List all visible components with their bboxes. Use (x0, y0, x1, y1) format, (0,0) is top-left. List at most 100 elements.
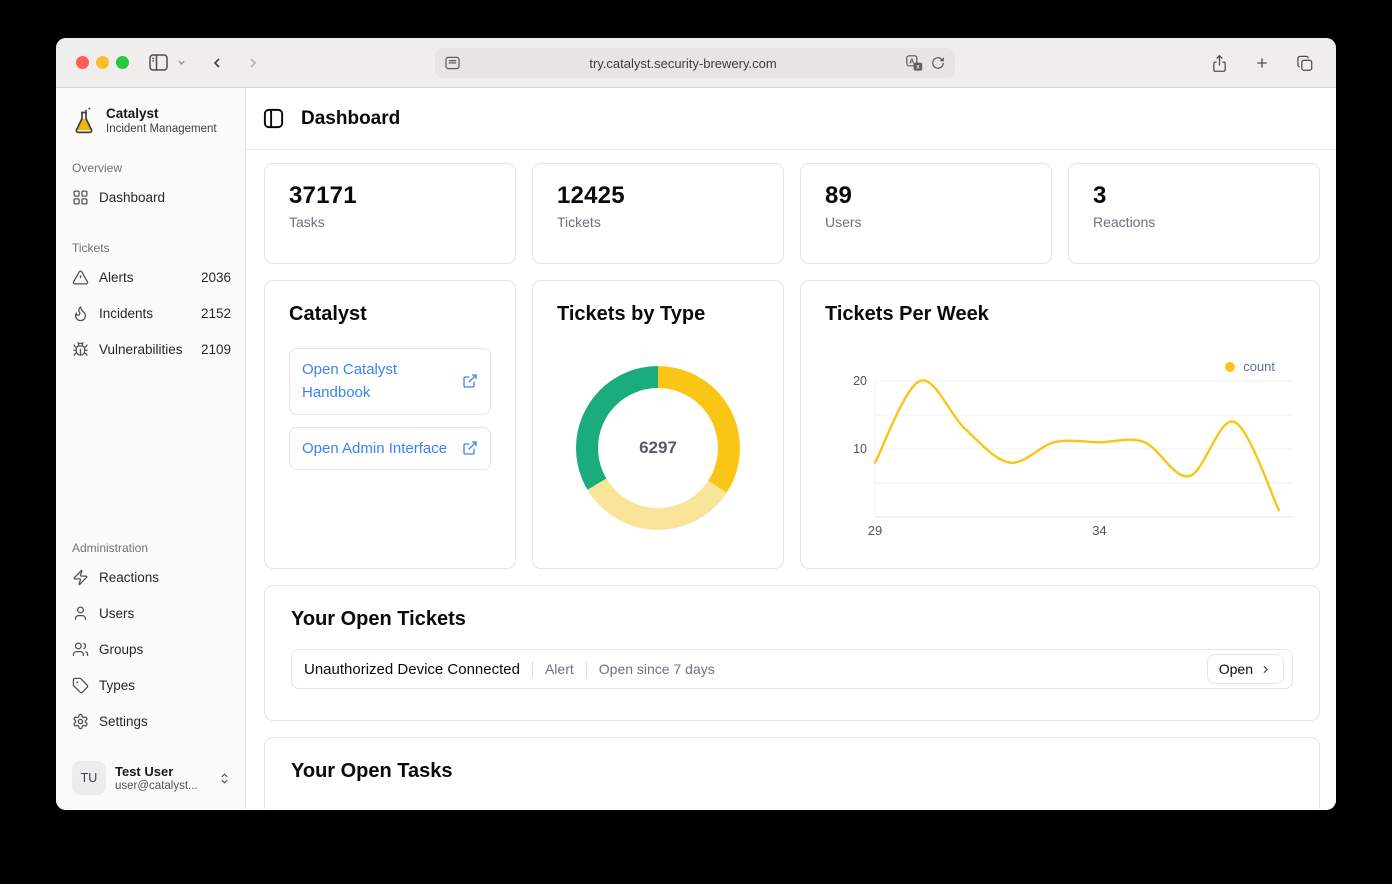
stat-value: 89 (825, 182, 853, 209)
section-label-tickets: Tickets (72, 241, 110, 255)
tickets-per-week-card: Tickets Per Week count 20 10 29 34 (800, 280, 1320, 569)
external-link-icon (463, 441, 477, 455)
sidebar-item-label: Vulnerabilities (99, 341, 183, 357)
donut-chart-title: Tickets by Type (557, 303, 706, 325)
share-icon (1213, 54, 1226, 72)
sidebar-item-users[interactable]: Users (72, 595, 231, 631)
divider (531, 661, 533, 677)
svg-text:34: 34 (1092, 523, 1106, 538)
zoom-window-button[interactable] (116, 56, 129, 69)
close-window-button[interactable] (76, 56, 89, 69)
alerts-count: 2036 (200, 269, 231, 285)
line-chart-title: Tickets Per Week (825, 303, 989, 325)
browser-sidebar-toggle-button[interactable] (143, 54, 174, 71)
open-handbook-link[interactable]: Open Catalyst Handbook (289, 348, 491, 415)
url-bar[interactable]: try.catalyst.security-brewery.com A x (435, 48, 955, 78)
user-menu[interactable]: TU Test User user@catalyst... (72, 761, 231, 795)
catalyst-links-card: Catalyst Open Catalyst Handbook Open Adm… (264, 280, 516, 569)
reload-icon[interactable] (931, 56, 945, 70)
sidebar-item-dashboard[interactable]: Dashboard (72, 179, 231, 215)
sidebar-item-label: Dashboard (99, 189, 166, 205)
user-email: user@catalyst... (115, 780, 198, 792)
open-button-label: Open (1218, 661, 1253, 677)
stat-card-reactions: 3 Reactions (1068, 163, 1320, 264)
user-name: Test User (115, 764, 174, 779)
stat-value: 3 (1093, 182, 1107, 209)
share-button[interactable] (1205, 54, 1234, 73)
url-text: try.catalyst.security-brewery.com (589, 55, 777, 71)
forward-button[interactable] (239, 55, 267, 71)
stat-label: Tasks (289, 214, 325, 230)
translate-icon[interactable]: A x (906, 55, 923, 71)
sidebar-item-groups[interactable]: Groups (72, 631, 231, 667)
chevron-left-icon (213, 57, 220, 68)
open-tasks-title: Your Open Tasks (291, 760, 453, 782)
sidebar-item-label: Incidents (99, 305, 154, 321)
back-button[interactable] (203, 55, 231, 71)
gear-icon (73, 713, 88, 729)
legend-label: count (1243, 359, 1275, 374)
open-ticket-button[interactable]: Open (1206, 654, 1284, 684)
catalyst-card-title: Catalyst (289, 303, 367, 325)
link-label: Open Admin Interface (302, 439, 448, 457)
sidebar-item-label: Users (99, 605, 135, 621)
users-icon (72, 641, 89, 656)
sidebar-item-incidents[interactable]: Incidents 2152 (72, 295, 231, 331)
stat-value: 12425 (557, 182, 625, 209)
stat-card-tasks: 37171 Tasks (264, 163, 516, 264)
plus-icon (1257, 58, 1267, 68)
ticket-row[interactable]: Unauthorized Device Connected Alert Open… (291, 649, 1293, 689)
section-label-administration: Administration (72, 541, 149, 555)
chevron-down-icon (178, 60, 185, 65)
sidebar-item-label: Settings (99, 713, 148, 729)
sidebar-item-label: Alerts (99, 269, 134, 285)
tickets-by-type-card: Tickets by Type 6297 (532, 280, 784, 569)
divider (585, 661, 587, 677)
window-controls (76, 56, 129, 69)
sidebar-item-vulnerabilities[interactable]: Vulnerabilities 2109 (72, 331, 231, 367)
sidebar-item-settings[interactable]: Settings (72, 703, 231, 739)
stat-value: 37171 (289, 182, 357, 209)
alert-triangle-icon (72, 269, 89, 285)
sidebar-dropdown-chevron[interactable] (174, 57, 189, 68)
link-label: Open Catalyst Handbook (302, 361, 398, 402)
app-sidebar: Catalyst Incident Management Overview Da… (56, 88, 246, 809)
panel-left-icon (263, 108, 284, 129)
app-sidebar-toggle-button[interactable] (262, 107, 285, 130)
sidebar-item-alerts[interactable]: Alerts 2036 (72, 259, 231, 295)
svg-text:10: 10 (853, 442, 867, 456)
stat-card-users: 89 Users (800, 163, 1052, 264)
tab-overview-button[interactable] (1290, 55, 1320, 72)
sidebar-item-label: Reactions (99, 569, 160, 585)
new-tab-button[interactable] (1248, 55, 1276, 71)
ticket-status: Open since 7 days (598, 661, 715, 677)
open-tickets-title: Your Open Tickets (291, 608, 466, 630)
ticket-name: Unauthorized Device Connected (304, 660, 520, 678)
incidents-count: 2152 (200, 305, 231, 321)
minimize-window-button[interactable] (96, 56, 109, 69)
sidebar-item-label: Types (99, 677, 136, 693)
sidebar-item-types[interactable]: Types (72, 667, 231, 703)
chart-legend: count (1225, 359, 1275, 374)
line-chart-svg: 20 10 29 34 (853, 374, 1293, 538)
stat-label: Tickets (557, 214, 601, 230)
open-admin-link[interactable]: Open Admin Interface (289, 426, 491, 470)
vulnerabilities-count: 2109 (200, 341, 231, 357)
open-tickets-card: Your Open Tickets Unauthorized Device Co… (264, 585, 1320, 721)
stat-label: Users (825, 214, 862, 230)
zap-icon (73, 569, 88, 585)
sidebar-item-reactions[interactable]: Reactions (72, 559, 231, 595)
stats-row: 37171 Tasks 12425 Tickets 89 Users 3 Rea… (264, 163, 1320, 264)
sidebar-item-label: Groups (99, 641, 144, 657)
user-icon (74, 605, 87, 620)
bug-icon (73, 341, 88, 356)
svg-text:A: A (909, 56, 915, 65)
legend-dot-icon (1225, 361, 1236, 372)
chevron-right-icon (250, 57, 257, 68)
dashboard-icon (73, 189, 88, 205)
page-format-icon[interactable] (445, 56, 460, 70)
page-title: Dashboard (301, 107, 401, 129)
svg-text:x: x (916, 64, 920, 71)
avatar: TU (72, 761, 106, 795)
stat-card-tickets: 12425 Tickets (532, 163, 784, 264)
